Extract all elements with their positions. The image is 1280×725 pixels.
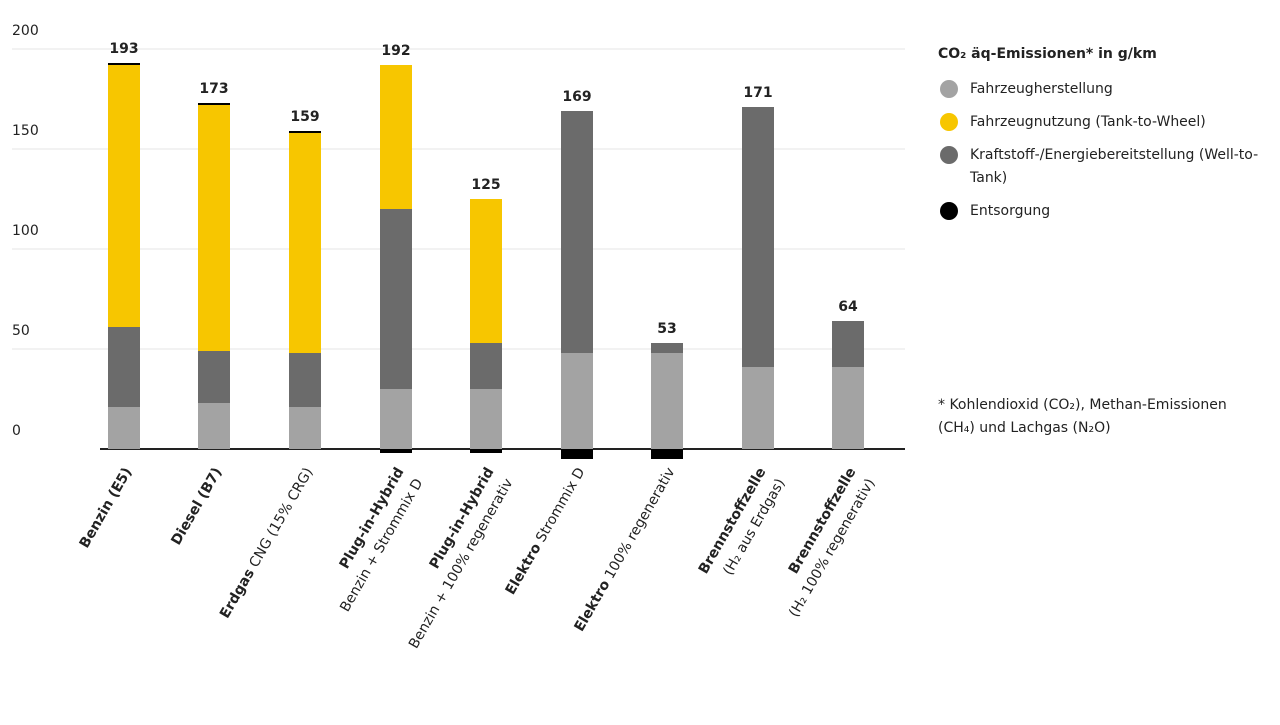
x-tick-label-line: Benzin (E5) bbox=[77, 465, 136, 551]
label-text: CNG (15% CRG) bbox=[244, 465, 316, 574]
bar-segment bbox=[198, 103, 230, 105]
legend-title: CO₂ äq-Emissionen* in g/km bbox=[938, 46, 1157, 62]
bar-segment bbox=[289, 131, 321, 133]
footnote: * Kohlendioxid (CO₂), Methan-Emissionen … bbox=[938, 397, 1227, 436]
x-tick-label-line: Erdgas CNG (15% CRG) bbox=[217, 465, 316, 621]
bar-segment bbox=[198, 351, 230, 403]
bar-segment bbox=[561, 449, 593, 459]
x-tick-label: Diesel (B7) bbox=[168, 465, 225, 548]
legend-swatch bbox=[940, 80, 958, 98]
bar-segment bbox=[470, 389, 502, 449]
bar-segment bbox=[198, 105, 230, 351]
legend-swatch bbox=[940, 113, 958, 131]
x-tick-label: Elektro 100% regenerativ bbox=[571, 465, 678, 634]
label-bold: Diesel (B7) bbox=[168, 465, 225, 548]
legend-label: Kraftstoff-/Energiebereitstellung (Well-… bbox=[970, 147, 1259, 186]
bar-segment bbox=[198, 403, 230, 449]
total-label: 159 bbox=[290, 109, 319, 125]
legend-label: Entsorgung bbox=[970, 203, 1051, 219]
legend-swatch bbox=[940, 202, 958, 220]
legend-swatch bbox=[940, 146, 958, 164]
label-bold: Erdgas bbox=[217, 566, 258, 621]
label-bold: Elektro bbox=[503, 540, 545, 597]
label-bold: Benzin (E5) bbox=[77, 465, 136, 551]
total-label: 169 bbox=[562, 89, 591, 105]
bar-segment bbox=[651, 343, 683, 353]
bar-segment bbox=[108, 63, 140, 65]
y-tick-label: 50 bbox=[12, 323, 30, 339]
bar-segment bbox=[742, 107, 774, 367]
legend-item: Fahrzeugherstellung bbox=[938, 78, 1278, 101]
total-label: 171 bbox=[743, 85, 772, 101]
x-tick-label-line: Elektro 100% regenerativ bbox=[571, 465, 678, 634]
bar-segment bbox=[470, 199, 502, 343]
total-label: 193 bbox=[109, 41, 138, 57]
bar-segment bbox=[289, 133, 321, 353]
label-text: 100% regenerativ bbox=[600, 465, 679, 586]
y-tick-label: 0 bbox=[12, 423, 21, 439]
label-text: Strommix D bbox=[531, 465, 589, 549]
bar-segment bbox=[742, 367, 774, 449]
bar-segment bbox=[380, 209, 412, 389]
bar-segment bbox=[561, 111, 593, 353]
bar-segment bbox=[470, 343, 502, 389]
bar-segment bbox=[651, 449, 683, 459]
bar-segment bbox=[289, 407, 321, 449]
x-tick-label: Erdgas CNG (15% CRG) bbox=[217, 465, 316, 621]
bar-segment bbox=[651, 353, 683, 449]
legend-label: Fahrzeugherstellung bbox=[970, 81, 1113, 97]
bar-segment bbox=[380, 65, 412, 209]
legend: CO₂ äq-Emissionen* in g/km Fahrzeugherst… bbox=[938, 46, 1278, 233]
x-tick-label: Benzin (E5) bbox=[77, 465, 136, 551]
y-tick-label: 200 bbox=[12, 23, 39, 39]
bar-segment bbox=[561, 353, 593, 449]
x-tick-label-line: Diesel (B7) bbox=[168, 465, 225, 548]
bar-segment bbox=[380, 449, 412, 453]
total-label: 64 bbox=[838, 299, 858, 315]
legend-item: Entsorgung bbox=[938, 200, 1278, 223]
legend-item: Fahrzeugnutzung (Tank-to-Wheel) bbox=[938, 111, 1278, 134]
x-tick-label: Brennstoffzelle(H₂ aus Erdgas) bbox=[696, 465, 789, 578]
bar-segment bbox=[289, 353, 321, 407]
y-tick-label: 100 bbox=[12, 223, 39, 239]
bar-segment bbox=[470, 449, 502, 453]
y-tick-label: 150 bbox=[12, 123, 39, 139]
chart: 0 50 100 150 200 193 Benzin (E5) 173 Diesel (B7)… bbox=[12, 23, 905, 651]
total-label: 53 bbox=[657, 321, 676, 337]
bar-segment bbox=[832, 367, 864, 449]
bar-segment bbox=[108, 65, 140, 327]
bar-segment bbox=[108, 407, 140, 449]
bar-segment bbox=[832, 321, 864, 367]
legend-label: Fahrzeugnutzung (Tank-to-Wheel) bbox=[970, 114, 1206, 130]
bar-segment bbox=[108, 327, 140, 407]
label-bold: Elektro bbox=[571, 577, 613, 634]
bar-segment bbox=[380, 389, 412, 449]
total-label: 192 bbox=[381, 43, 410, 59]
total-label: 173 bbox=[199, 81, 228, 97]
legend-item: Kraftstoff-/Energiebereitstellung (Well-… bbox=[938, 144, 1278, 190]
total-label: 125 bbox=[471, 177, 500, 193]
